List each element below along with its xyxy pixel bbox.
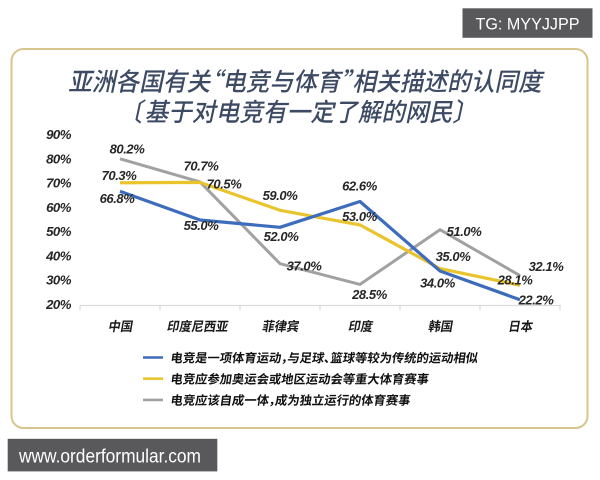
svg-text:70.3%: 70.3% [102, 168, 138, 183]
svg-text:40%: 40% [45, 248, 72, 263]
svg-text:30%: 30% [46, 273, 72, 288]
svg-text:51.0%: 51.0% [447, 224, 483, 239]
svg-text:52.0%: 52.0% [264, 229, 300, 244]
svg-text:34.0%: 34.0% [420, 276, 456, 291]
svg-text:66.8%: 66.8% [100, 191, 136, 206]
svg-text:TG: MYYJJPP: TG: MYYJJPP [476, 15, 580, 33]
svg-text:60%: 60% [46, 200, 72, 215]
svg-text:32.1%: 32.1% [529, 259, 565, 274]
svg-text:www.orderformular.com: www.orderformular.com [18, 447, 201, 468]
svg-text:28.5%: 28.5% [351, 287, 388, 302]
svg-text:20%: 20% [45, 297, 72, 312]
svg-text:80.2%: 80.2% [110, 142, 146, 157]
svg-text:70.7%: 70.7% [184, 159, 220, 174]
svg-text:80%: 80% [46, 151, 72, 166]
svg-text:35.0%: 35.0% [436, 249, 472, 264]
svg-text:59.0%: 59.0% [263, 188, 299, 203]
svg-text:70%: 70% [46, 176, 72, 191]
svg-text:50%: 50% [46, 224, 72, 239]
svg-text:28.1%: 28.1% [497, 273, 534, 288]
svg-text:70.5%: 70.5% [207, 177, 243, 192]
svg-text:62.6%: 62.6% [342, 179, 378, 194]
svg-text:53.0%: 53.0% [342, 209, 378, 224]
svg-text:37.0%: 37.0% [287, 259, 323, 274]
svg-text:22.2%: 22.2% [518, 293, 555, 308]
svg-text:55.0%: 55.0% [184, 218, 220, 233]
svg-text:90%: 90% [46, 127, 72, 142]
